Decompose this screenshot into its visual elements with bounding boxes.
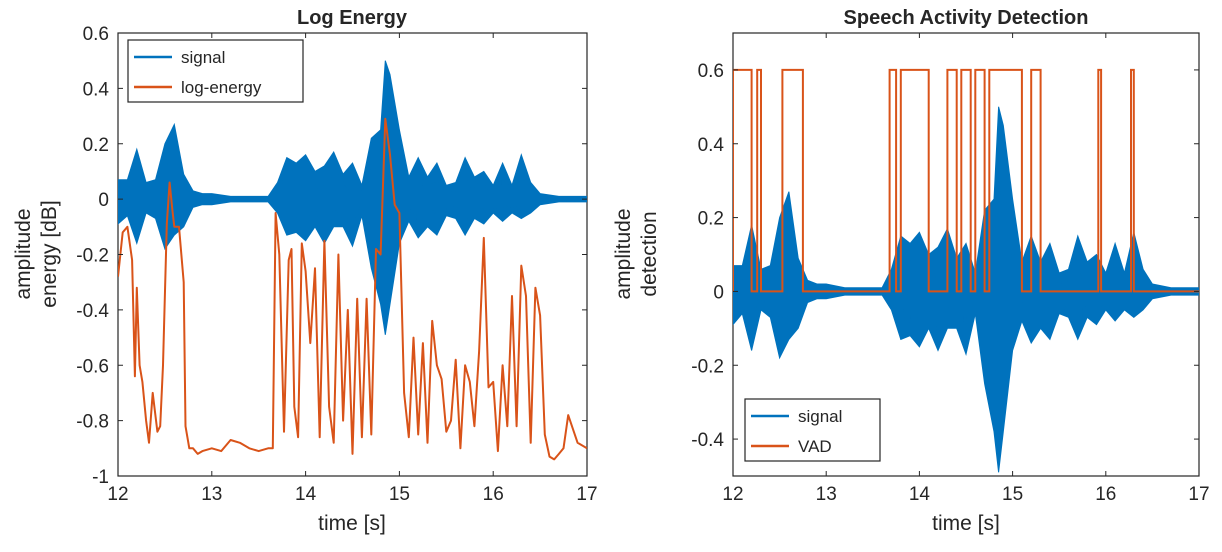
vad-title: Speech Activity Detection	[844, 7, 1089, 29]
log-energy-ytick-label: 0	[98, 190, 109, 211]
vad-xtick-label: 16	[1095, 484, 1116, 505]
vad-xtick-label: 13	[816, 484, 837, 505]
log-energy-legend-label-log-energy: log-energy	[181, 78, 262, 97]
log-energy-xtick-label: 15	[389, 484, 410, 505]
log-energy-xtick-label: 12	[107, 484, 128, 505]
vad-xtick-label: 15	[1002, 484, 1023, 505]
log-energy-xtick-label: 13	[201, 484, 222, 505]
log-energy-ytick-label: 0.4	[83, 79, 110, 100]
log-energy-ylabel-line1: amplitude	[12, 208, 35, 299]
vad-xtick-label: 12	[722, 484, 743, 505]
vad-xtick-label: 14	[909, 484, 931, 505]
vad-xtick-label: 17	[1188, 484, 1209, 505]
vad-legend: signal VAD	[745, 399, 880, 461]
log-energy-legend-label-signal: signal	[181, 48, 225, 67]
vad-ytick-label: 0.2	[698, 209, 724, 230]
vad-ylabel-line2: detection	[638, 211, 661, 296]
vad-ytick-label: -0.2	[691, 356, 724, 377]
vad-xlabel: time [s]	[932, 512, 1000, 535]
log-energy-xtick-label: 17	[576, 484, 597, 505]
log-energy-ytick-label: -0.4	[76, 301, 109, 322]
vad-ytick-label: 0.4	[698, 135, 725, 156]
log-energy-subplot: 12 13 14 15 16 17 -1 -0.8 -0.6 -0.4 -0.2 0 0.2 0.4 0.6…	[12, 7, 598, 535]
log-energy-ylabel-line2: energy [dB]	[38, 200, 61, 307]
vad-ytick-label: 0	[713, 282, 724, 303]
log-energy-ytick-label: 0.2	[83, 135, 109, 156]
vad-legend-label-vad: VAD	[798, 437, 832, 456]
log-energy-ytick-label: -0.6	[76, 356, 109, 377]
log-energy-legend: signal log-energy	[128, 40, 303, 102]
log-energy-ytick-label: -0.2	[76, 246, 109, 267]
log-energy-title: Log Energy	[297, 7, 408, 29]
vad-subplot: 12 13 14 15 16 17 -0.4 -0.2 0 0.2 0.4 0.6 Speech Ac…	[612, 7, 1210, 535]
log-energy-xtick-label: 16	[483, 484, 504, 505]
log-energy-ytick-label: 0.6	[83, 24, 109, 45]
log-energy-ytick-label: -1	[92, 467, 109, 488]
vad-ytick-label: 0.6	[698, 61, 724, 82]
log-energy-xlabel: time [s]	[318, 512, 386, 535]
vad-legend-label-signal: signal	[798, 407, 842, 426]
log-energy-ytick-label: -0.8	[76, 412, 109, 433]
vad-ylabel-line1: amplitude	[612, 208, 635, 299]
log-energy-xtick-label: 14	[295, 484, 317, 505]
vad-ytick-label: -0.4	[691, 430, 724, 451]
